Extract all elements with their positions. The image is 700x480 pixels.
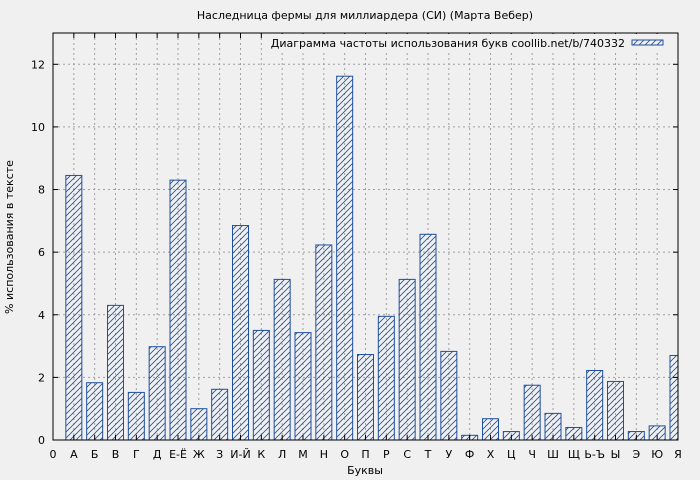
legend-background	[270, 34, 675, 52]
y-tick-label: 10	[31, 121, 45, 134]
x-tick-label: Ю	[651, 448, 663, 461]
bar-Ы	[607, 380, 624, 441]
x-tick-label: Л	[278, 448, 286, 461]
x-tick-label: Ш	[547, 448, 559, 461]
x-tick-label: Т	[424, 448, 432, 461]
x-tick-label: 0	[50, 448, 57, 461]
x-tick-label: М	[298, 448, 308, 461]
bar-В	[107, 304, 124, 441]
bar-М	[294, 332, 312, 441]
bar-К	[252, 329, 270, 441]
legend: Диаграмма частоты использования букв coo…	[270, 34, 675, 52]
bar-У	[440, 350, 458, 441]
y-tick-label: 12	[31, 58, 45, 71]
bar-С	[398, 278, 416, 441]
x-tick-label: О	[340, 448, 349, 461]
legend-swatch	[631, 39, 664, 46]
x-tick-label: З	[216, 448, 223, 461]
x-tick-label: К	[257, 448, 265, 461]
bar-Ь-Ъ	[586, 369, 604, 441]
x-tick-label: Г	[133, 448, 140, 461]
x-tick-label: Ь-Ъ	[584, 448, 605, 461]
x-tick-label: Е-Ё	[169, 448, 187, 461]
bar-Р	[377, 315, 395, 441]
x-tick-label: Ф	[465, 448, 474, 461]
x-axis-label: Буквы	[347, 464, 383, 477]
x-tick-label: П	[361, 448, 369, 461]
y-tick-label: 4	[38, 309, 45, 322]
grid-lines	[53, 33, 678, 440]
bar-П	[357, 354, 374, 441]
x-tick-label: В	[112, 448, 120, 461]
bar-О	[336, 75, 354, 441]
bar-И-Й	[232, 225, 249, 441]
x-tick-label: Р	[383, 448, 390, 461]
x-tick-label: И-Й	[230, 448, 250, 461]
bar-З	[211, 388, 229, 441]
x-tick-label: С	[403, 448, 411, 461]
bar-Н	[315, 244, 333, 441]
x-tick-label: Ч	[528, 448, 536, 461]
y-axis-label: % использования в тексте	[3, 160, 16, 314]
y-tick-label: 6	[38, 246, 45, 259]
x-tick-label: Ы	[611, 448, 621, 461]
bar-Д	[148, 346, 166, 441]
bar-Я	[669, 354, 679, 441]
legend-label: Диаграмма частоты использования букв coo…	[271, 37, 625, 50]
x-tick-label: Э	[632, 448, 640, 461]
chart-title: Наследница фермы для миллиардера (СИ) (М…	[197, 9, 533, 22]
bar-Ч	[523, 384, 541, 441]
y-tick-label: 8	[38, 184, 45, 197]
bar-А	[65, 174, 83, 441]
bar-Л	[273, 278, 291, 441]
x-tick-label: Ж	[193, 448, 205, 461]
x-tick-label: Щ	[568, 448, 580, 461]
y-tick-label: 0	[38, 434, 45, 447]
y-tick-label: 2	[38, 371, 45, 384]
x-tick-label: Н	[320, 448, 328, 461]
y-axis-ticks: 0 2 4 6 8 10 12	[31, 58, 678, 447]
x-tick-label: А	[70, 448, 78, 461]
bar-Е-Ё	[169, 179, 187, 441]
x-tick-label: У	[445, 448, 452, 461]
bar-Т	[419, 233, 437, 441]
bar-Г	[127, 391, 145, 441]
x-tick-label: Я	[674, 448, 682, 461]
x-tick-label: Х	[487, 448, 495, 461]
x-tick-label: Б	[91, 448, 99, 461]
x-tick-label: Ц	[507, 448, 516, 461]
bar-Б	[86, 382, 104, 441]
x-tick-label: Д	[153, 448, 162, 461]
